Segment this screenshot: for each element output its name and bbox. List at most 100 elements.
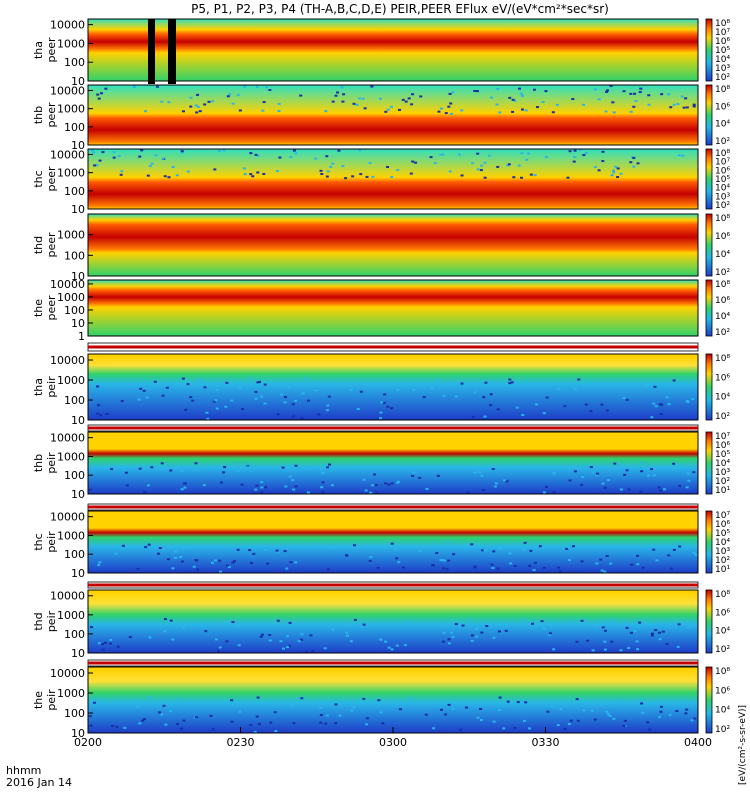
noise-pixel [498,709,501,711]
noise-pixel [443,560,446,562]
noise-pixel [279,640,282,642]
noise-pixel [590,466,593,468]
noise-pixel [411,161,414,163]
noise-pixel [467,492,470,494]
noise-pixel [423,396,426,398]
noise-pixel [123,727,126,729]
noise-pixel [181,561,184,563]
noise-pixel [396,169,399,171]
noise-pixel [630,564,633,566]
noise-pixel [471,640,474,642]
noise-pixel [268,89,271,91]
noise-pixel [642,567,645,569]
noise-pixel [218,560,221,562]
noise-pixel [335,544,338,546]
noise-pixel [189,106,192,108]
noise-pixel [558,388,561,390]
noise-pixel [286,646,289,648]
panel-thb-peer-spectrogram [88,85,698,145]
noise-pixel [164,618,167,620]
noise-pixel [613,463,616,465]
noise-pixel [396,482,399,484]
y-tick-label: 1000 [57,37,85,50]
panel-probe-label: tha [32,41,45,59]
noise-pixel [97,564,100,566]
noise-pixel [289,476,292,478]
noise-pixel [471,634,474,636]
colorbar-tick-label: 10⁴ [715,250,730,260]
noise-pixel [371,176,374,178]
panel-instrument-label: peer [45,166,58,192]
noise-pixel [606,409,609,411]
noise-pixel [574,388,577,390]
noise-pixel [96,94,99,96]
noise-pixel [492,550,495,552]
noise-pixel [239,387,242,389]
noise-pixel [292,489,295,491]
colorbar-tick-label: 10⁸ [715,354,730,364]
noise-pixel [230,721,233,723]
noise-pixel [660,706,663,708]
noise-pixel [505,630,508,632]
noise-pixel [484,382,487,384]
noise-pixel [670,568,673,570]
noise-pixel [294,465,297,467]
noise-pixel [248,549,251,551]
noise-pixel [692,471,695,473]
noise-pixel [196,94,199,96]
noise-pixel [157,553,160,555]
colorbar-tick-label: 10⁶ [715,373,730,383]
noise-pixel [387,484,390,486]
y-tick-label: 100 [64,394,85,407]
noise-pixel [148,544,151,546]
noise-pixel [376,702,379,704]
noise-pixel [480,719,483,721]
noise-pixel [320,173,323,175]
noise-pixel [215,389,218,391]
noise-pixel [646,721,649,723]
noise-pixel [383,402,386,404]
y-tick-label: 1000 [57,229,85,242]
noise-pixel [673,549,676,551]
noise-pixel [276,170,279,172]
noise-pixel [459,729,462,731]
noise-pixel [148,636,151,638]
noise-pixel [620,700,623,702]
noise-pixel [370,382,373,384]
noise-pixel [390,176,393,178]
noise-pixel [508,382,511,384]
noise-pixel [260,481,263,483]
noise-pixel [598,98,601,100]
separator-band [88,427,698,430]
noise-pixel [274,730,277,732]
noise-pixel [502,727,505,729]
noise-pixel [687,546,690,548]
noise-pixel [390,407,393,409]
noise-pixel [321,472,324,474]
noise-pixel [650,468,653,470]
colorbar-tick-label: 10² [715,328,730,338]
noise-pixel [591,710,594,712]
noise-pixel [523,720,526,722]
noise-pixel [230,400,233,402]
noise-pixel [314,158,317,160]
noise-pixel [237,94,240,96]
noise-pixel [687,472,690,474]
noise-pixel [609,715,612,717]
noise-pixel [535,403,538,405]
noise-pixel [550,705,553,707]
noise-pixel [669,106,672,108]
noise-pixel [581,620,584,622]
noise-pixel [480,632,483,634]
noise-pixel [249,378,252,380]
noise-pixel [660,413,663,415]
noise-pixel [405,621,408,623]
noise-pixel [295,152,298,154]
noise-pixel [148,696,151,698]
noise-pixel [384,111,387,113]
noise-pixel [138,398,141,400]
noise-pixel [171,638,174,640]
noise-pixel [646,385,649,387]
noise-pixel [465,707,468,709]
noise-pixel [628,489,631,491]
